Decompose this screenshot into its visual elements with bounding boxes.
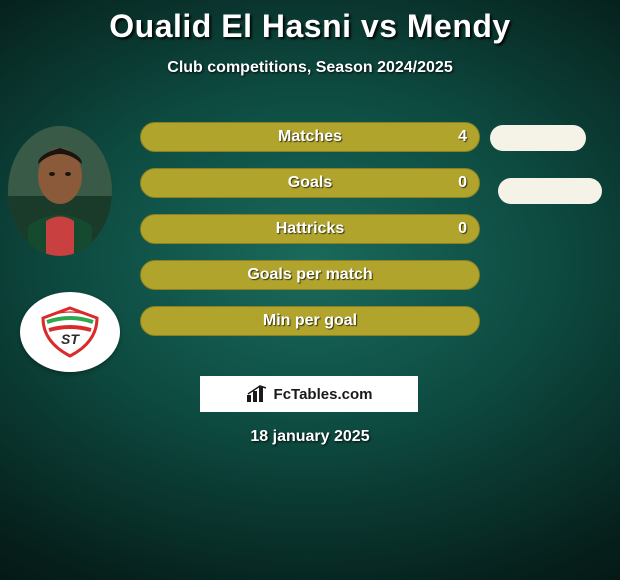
player-photo — [8, 126, 112, 256]
logo-text: FcTables.com — [274, 386, 373, 403]
stat-bars: Matches4Goals0Hattricks0Goals per matchM… — [140, 122, 480, 352]
club-badge: ST — [20, 292, 120, 372]
stat-bar-label: Goals — [141, 169, 479, 197]
subtitle: Club competitions, Season 2024/2025 — [0, 59, 620, 77]
stat-bar-value: 0 — [458, 215, 467, 243]
stat-bar: Goals0 — [140, 168, 480, 198]
svg-text:ST: ST — [61, 331, 80, 347]
stat-bar-value: 0 — [458, 169, 467, 197]
stat-bar-label: Hattricks — [141, 215, 479, 243]
chart-icon — [246, 385, 268, 403]
stat-bar-label: Matches — [141, 123, 479, 151]
stat-bar-value: 4 — [458, 123, 467, 151]
stat-bar-label: Min per goal — [141, 307, 479, 335]
date-label: 18 january 2025 — [0, 428, 620, 446]
opponent-pill — [490, 125, 586, 151]
stat-bar: Min per goal — [140, 306, 480, 336]
page-title: Oualid El Hasni vs Mendy — [0, 0, 620, 45]
stat-bar: Goals per match — [140, 260, 480, 290]
stat-bar: Hattricks0 — [140, 214, 480, 244]
fctables-logo: FcTables.com — [200, 376, 418, 412]
opponent-pill — [498, 178, 602, 204]
stat-bar: Matches4 — [140, 122, 480, 152]
stat-bar-label: Goals per match — [141, 261, 479, 289]
